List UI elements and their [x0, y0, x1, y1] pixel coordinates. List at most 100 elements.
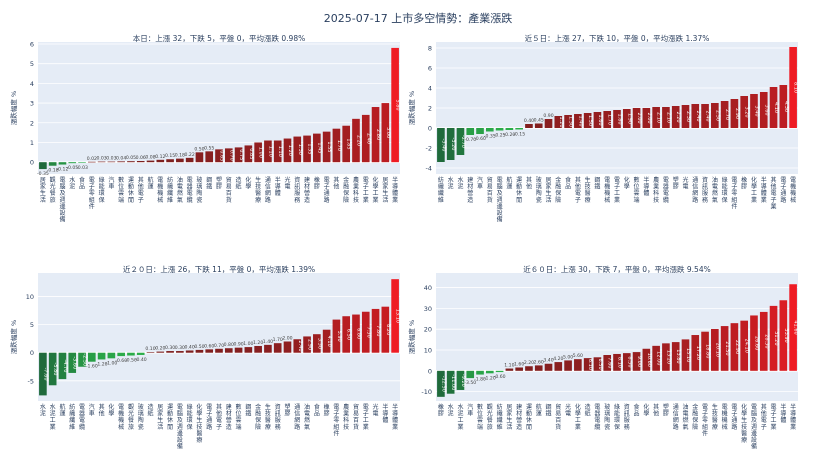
data-label: 1.35 [307, 143, 313, 154]
x-tick-label: 橡膠 [324, 403, 330, 418]
bar [136, 352, 145, 355]
x-tick-label: 電機機械 [118, 404, 124, 431]
x-tick-label: 食品 [79, 176, 85, 191]
bar [352, 118, 360, 163]
plot-area-20d [38, 273, 400, 401]
x-tick-label: 金融保險 [555, 176, 561, 204]
x-tick-label: 水泥 [457, 176, 463, 191]
bar [58, 162, 67, 165]
bar [283, 341, 292, 353]
x-tick-label: 汽車 [108, 176, 114, 191]
bar [583, 358, 592, 371]
x-tick-label: 油電燃氣 [712, 176, 718, 204]
bar [68, 162, 77, 164]
bar [48, 352, 57, 386]
x-tick-label: 電器電纜 [187, 177, 193, 204]
data-label: 1.40 [577, 115, 583, 126]
x-tick-label: 汽車 [477, 176, 483, 191]
data-label: 0.40 [185, 344, 195, 350]
bar [146, 352, 155, 353]
data-label: 26.60 [753, 336, 759, 350]
x-tick-label: 鋼鐵 [594, 176, 600, 191]
bar [681, 339, 690, 371]
bar [361, 114, 370, 163]
bar [525, 124, 533, 128]
data-label: 22.90 [734, 340, 740, 354]
x-tick-label: 化學 [643, 403, 649, 418]
x-tick-label: 化學 [245, 176, 251, 191]
x-tick-label: 綠能環保 [187, 403, 193, 431]
data-label: 28.30 [763, 334, 769, 348]
bar [371, 308, 380, 353]
y-tick-label: 30 [424, 305, 432, 313]
bar [622, 353, 631, 371]
x-tick-label: 電子工業 [363, 404, 369, 431]
data-label: -1.20 [484, 375, 496, 381]
data-label: 1.80 [617, 113, 623, 124]
bar [39, 352, 47, 396]
data-label: 2.10 [656, 112, 662, 123]
x-tick-label: 電腦及週邊設備 [177, 404, 183, 451]
x-tick-label: 金融保險 [343, 176, 349, 204]
data-label: 33.90 [783, 328, 789, 342]
data-label: -0.60 [494, 374, 506, 380]
x-tick-label: 電子通路 [780, 177, 786, 204]
data-label: 3.00 [385, 127, 391, 138]
bar [303, 336, 311, 353]
bar [78, 352, 86, 367]
bar [613, 110, 621, 128]
bar [632, 352, 641, 371]
bar [87, 352, 96, 362]
data-label: 8.10 [793, 82, 799, 93]
data-label: -0.35 [484, 134, 496, 140]
x-tick-label: 油電燃氣 [177, 176, 183, 204]
plot-area-5d [436, 42, 798, 174]
bar [313, 334, 321, 353]
x-tick-label: 其他電子業 [771, 176, 777, 210]
x-tick-label: 生技醫療 [255, 176, 261, 204]
data-label: -3.40 [440, 139, 446, 152]
bar [642, 108, 651, 128]
data-label: 2.90 [307, 339, 313, 350]
data-label: 31.20 [773, 331, 779, 345]
bar [342, 316, 351, 353]
bar [313, 133, 321, 163]
bar [68, 352, 77, 373]
x-tick-label: 電機機械 [722, 404, 728, 431]
x-tick-label: 光電 [682, 176, 688, 191]
data-label: 1.85 [346, 138, 352, 149]
x-tick-label: 其他電子 [761, 403, 767, 431]
x-tick-label: 居家生活 [40, 177, 46, 204]
bar [740, 320, 749, 371]
y-tick-label: 5 [30, 321, 34, 329]
data-label: 0.50 [194, 146, 204, 152]
data-label: -0.60 [474, 136, 486, 142]
bar [224, 348, 233, 353]
data-label: 21.50 [724, 341, 730, 355]
bar [603, 111, 612, 128]
data-label: 2.40 [695, 110, 701, 121]
x-tick-label: 電子工業 [363, 177, 369, 204]
data-label: 12.00 [656, 351, 662, 365]
data-label: 1.00 [258, 147, 264, 158]
x-tick-label: 電腦及週邊設備 [59, 177, 65, 224]
x-tick-label: 其他 [526, 176, 532, 191]
data-label: 0.70 [228, 150, 234, 161]
bar [322, 131, 331, 163]
y-tick-label: 6 [30, 40, 34, 48]
bar [505, 128, 514, 130]
bar [466, 128, 475, 135]
y-axis-label: 漲跌幅度 % [9, 320, 18, 354]
data-label: 6.10 [587, 359, 593, 370]
x-tick-label: 化學生技醫療 [196, 403, 202, 444]
data-label: -2.70 [460, 135, 466, 148]
data-label: 3.30 [316, 338, 322, 349]
data-label: 0.03 [96, 156, 106, 162]
page-title: 2025-07-17 上市多空情勢：產業漲跌 [323, 12, 513, 25]
bar [505, 368, 514, 371]
data-label: 2.20 [675, 111, 681, 122]
data-label: 1.60 [597, 114, 603, 125]
bar [789, 47, 797, 128]
bar [185, 350, 194, 353]
data-label: -0.03 [76, 165, 88, 171]
